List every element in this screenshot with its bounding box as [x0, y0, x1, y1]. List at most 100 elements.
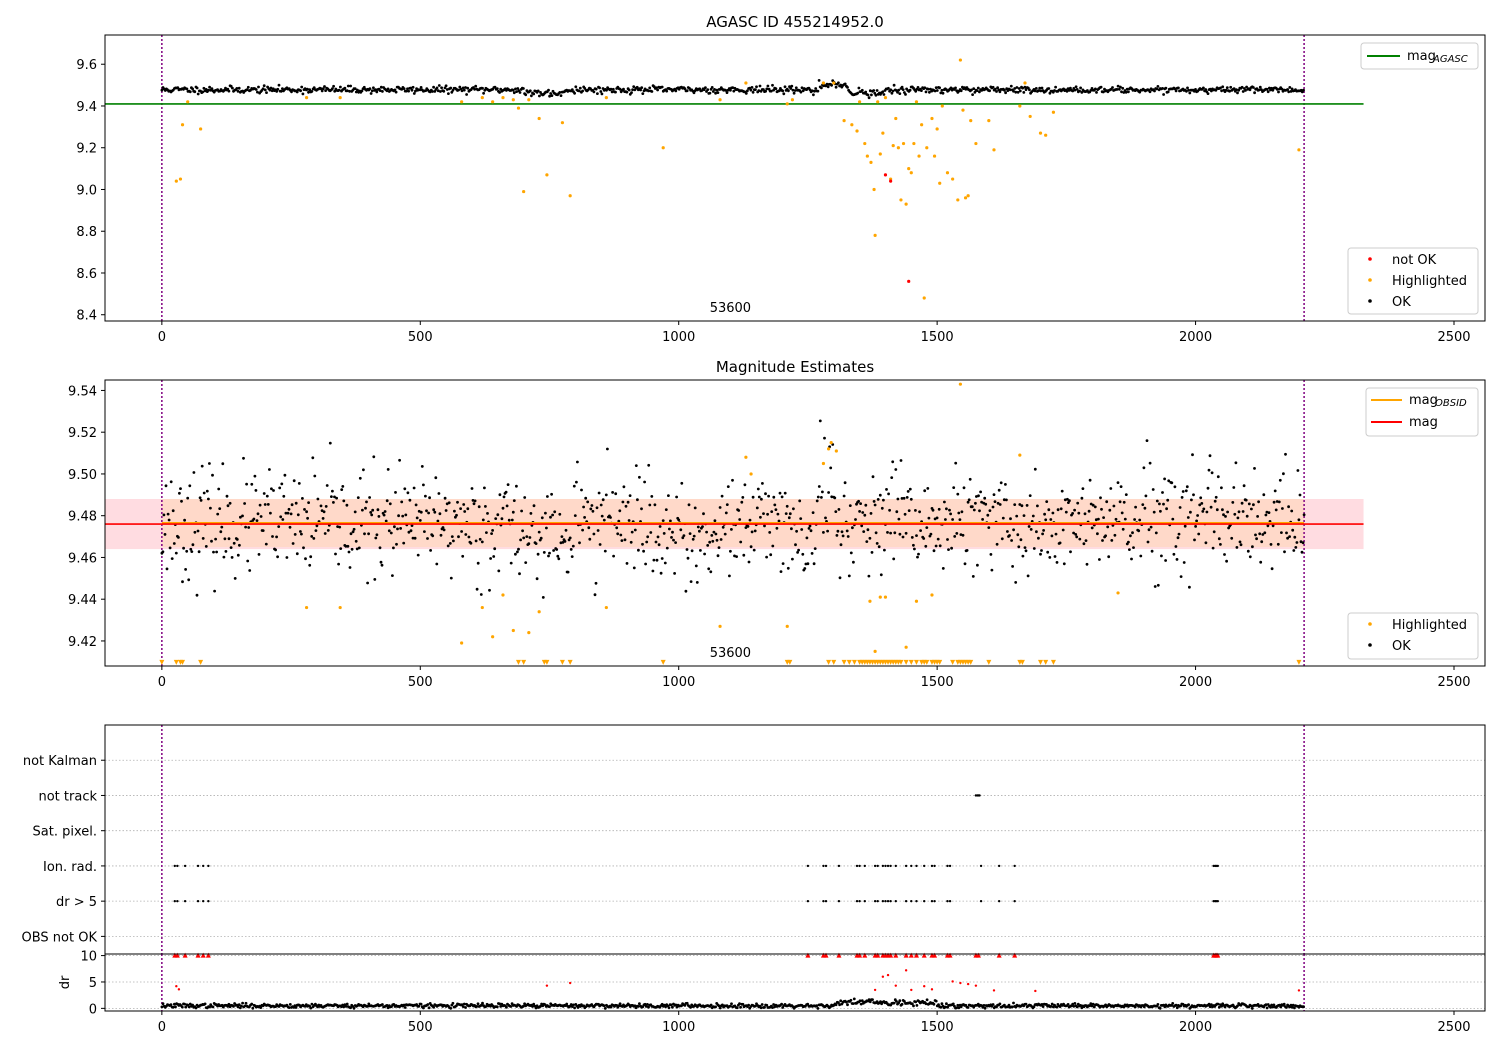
agasc-ok-point [755, 85, 758, 89]
estimates-ok-point [893, 531, 897, 535]
estimates-ok-point [859, 502, 862, 505]
agasc-ok-point [331, 87, 334, 90]
estimates-ok-point [1201, 510, 1205, 513]
agasc-ok-point [1099, 85, 1103, 89]
estimates-legend-label: Highlighted [1392, 618, 1467, 633]
estimates-ok-point [882, 498, 885, 502]
estimates-ok-point [1106, 525, 1110, 529]
estimates-ok-point [1202, 507, 1206, 511]
estimates-ok-point [413, 536, 417, 540]
estimates-ok-point [765, 555, 768, 559]
flags-marker [176, 899, 179, 903]
agasc-ok-point [641, 92, 645, 95]
agasc-ok-point [547, 88, 550, 92]
dr-point-point [1079, 1004, 1082, 1007]
estimates-ok-point [864, 503, 868, 507]
estimates-ok-point [544, 511, 547, 515]
estimates-ok-point [1272, 500, 1276, 504]
estimates-ok-point [236, 553, 240, 557]
estimates-ok-point [416, 553, 420, 557]
dr-clipped-marker [836, 952, 842, 958]
estimates-ok-point [633, 528, 637, 532]
estimates-ok-point [189, 547, 193, 551]
estimates-ok-point [263, 503, 267, 506]
estimates-ok-point [242, 456, 245, 460]
estimates-ok-point [404, 513, 408, 517]
agasc-ok-point [245, 88, 249, 92]
estimates-ok-point [226, 504, 230, 508]
estimates-ok-point [355, 547, 359, 551]
estimates-ok-point [548, 551, 551, 555]
agasc-ok-point [1210, 89, 1213, 93]
estimates-ok-point [572, 484, 576, 488]
agasc-ok-point [868, 89, 872, 93]
estimates-ok-point [1166, 498, 1170, 502]
dr-point-point [1270, 1003, 1273, 1007]
estimates-ok-point [990, 568, 994, 572]
dr-high-point [1034, 989, 1037, 993]
estimates-ok-point [1293, 535, 1297, 539]
estimates-ok-point [492, 555, 496, 558]
estimates-ok-point [950, 546, 953, 550]
estimates-ok-point [638, 475, 641, 479]
estimates-ok-point [542, 551, 546, 554]
estimates-ok-point [434, 476, 438, 480]
estimates-ok-point [1088, 478, 1092, 482]
estimates-ok-point [485, 531, 488, 534]
agasc-ok-point [749, 88, 753, 92]
agasc-ok-point [731, 86, 735, 89]
agasc-highlighted-point [922, 296, 926, 300]
agasc-highlighted-point [935, 127, 939, 131]
estimates-ok-point [1139, 554, 1143, 558]
estimates-ok-point [509, 561, 513, 565]
estimates-ok-point [342, 499, 346, 503]
estimates-ok-point [546, 495, 549, 498]
estimates-ok-point [891, 460, 895, 464]
estimates-ok-point [830, 495, 834, 499]
agasc-ok-point [596, 92, 599, 95]
agasc-ok-point [655, 86, 658, 90]
estimates-ok-point [1275, 500, 1279, 503]
agasc-ytick-label: 9.0 [76, 183, 97, 198]
estimates-ok-point [729, 549, 732, 553]
estimates-ok-point [420, 465, 424, 468]
flags-marker [910, 899, 913, 903]
estimates-ok-point [166, 512, 170, 516]
agasc-ok-point [1252, 86, 1255, 89]
agasc-highlighted-point [718, 98, 722, 102]
agasc-ok-point [1094, 87, 1097, 91]
agasc-legend-line-label: mag [1407, 49, 1436, 64]
estimates-ok-point [376, 508, 380, 512]
estimates-ok-point [901, 535, 905, 539]
dr-point-point [250, 1002, 254, 1006]
estimates-ok-point [443, 496, 447, 500]
estimates-ok-point [659, 571, 663, 575]
estimates-ok-point [1010, 539, 1013, 542]
estimates-ok-point [602, 518, 606, 522]
estimates-ok-point [494, 517, 498, 520]
agasc-ok-point [1204, 88, 1208, 91]
estimates-ok-point [1072, 531, 1075, 535]
agasc-ok-point [1206, 92, 1210, 95]
estimates-ok-point [478, 537, 482, 541]
estimates-ok-point [658, 525, 662, 528]
estimates-ok-point [1284, 452, 1287, 456]
estimates-ok-point [1033, 467, 1037, 471]
estimates-ok-point [1120, 511, 1124, 515]
estimates-lower-limit-marker [559, 659, 565, 665]
estimates-ok-point [786, 566, 790, 570]
dr-point-point [730, 1002, 733, 1006]
estimates-ok-point [619, 533, 623, 537]
estimates-ok-point [995, 542, 999, 546]
dr-point-point [1049, 1005, 1053, 1008]
estimates-ok-point [944, 518, 947, 521]
estimates-ok-point [904, 531, 908, 535]
estimates-legend-swatch [1368, 643, 1372, 647]
estimates-ok-point [205, 489, 209, 493]
estimates-ok-point [1266, 524, 1270, 528]
estimates-ok-point [823, 436, 826, 440]
agasc-ok-point [594, 87, 598, 91]
estimates-ok-point [834, 510, 838, 513]
estimates-ok-point [1265, 510, 1269, 514]
flags-marker [824, 899, 828, 903]
